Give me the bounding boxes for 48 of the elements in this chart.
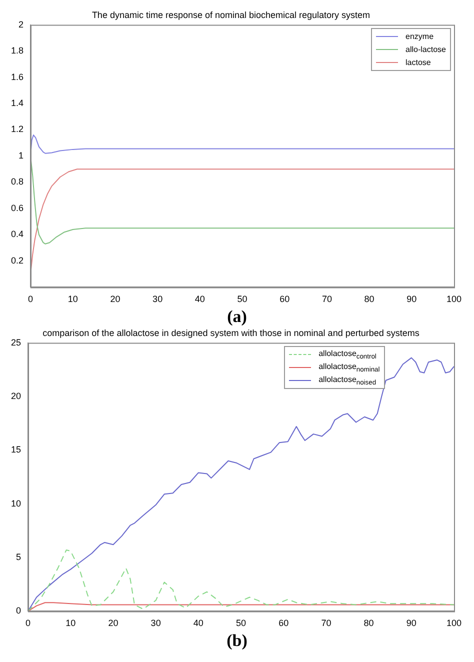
y-tick-label: 5	[16, 552, 22, 562]
x-tick-label: 30	[152, 294, 163, 304]
text: (b)	[226, 631, 248, 650]
x-tick-label: 80	[364, 618, 374, 628]
x-tick-label: 0	[26, 618, 31, 628]
y-tick-label: 25	[10, 337, 22, 348]
x-tick-label: 50	[236, 618, 246, 628]
y-tick-label: 0.2	[10, 255, 24, 266]
text: (a)	[226, 307, 248, 326]
x-tick-label: 70	[321, 618, 332, 628]
x-tick-label: 10	[66, 618, 76, 628]
x-tick-label: 90	[406, 618, 416, 628]
x-tick-label: 20	[108, 618, 118, 628]
y-tick-label: 0.6	[10, 202, 24, 213]
y-tick-label: 1	[18, 150, 24, 160]
y-tick-label: 1.6	[10, 72, 24, 82]
y-tick-label: 15	[10, 444, 22, 455]
legend-label: allo-lactose	[406, 44, 446, 54]
legend-label: allolactose$_{noised}$	[318, 374, 376, 386]
x-tick-label: 100	[446, 294, 462, 304]
legend-label: lactose	[406, 58, 431, 67]
y-tick-label: 1.4	[10, 98, 24, 108]
x-tick-label: 50	[237, 294, 248, 304]
x-tick-label: 40	[193, 618, 204, 628]
x-tick-label: 80	[364, 294, 374, 304]
legend-label: allolactose$_{control}$	[318, 348, 376, 360]
x-tick-label: 0	[28, 294, 34, 304]
chart-title: comparison of the allolactose in designed system with those in nominal and perturbed systems	[42, 328, 420, 338]
y-tick-label: 1.8	[10, 46, 24, 56]
chart-title: The dynamic time response of nominal biochemical regulatory system	[92, 10, 370, 20]
y-tick-label: 0.8	[10, 176, 24, 187]
x-tick-label: 100	[446, 618, 462, 628]
x-tick-label: 60	[280, 294, 290, 304]
x-tick-label: 70	[322, 294, 332, 304]
legend-label: enzyme	[406, 32, 434, 41]
x-tick-label: 10	[68, 294, 78, 304]
y-tick-label: 0	[16, 606, 22, 616]
legend-label: allolactose$_{nominal}$	[318, 362, 380, 374]
x-tick-label: 60	[278, 618, 289, 628]
y-tick-label: 1.2	[10, 124, 24, 134]
x-tick-label: 30	[150, 618, 161, 628]
x-tick-label: 90	[406, 294, 417, 304]
y-tick-label: 0.4	[10, 229, 24, 240]
y-tick-label: 2	[18, 19, 24, 30]
x-tick-label: 20	[110, 294, 120, 304]
y-tick-label: 20	[10, 390, 22, 401]
x-tick-label: 40	[194, 294, 205, 304]
y-tick-label: 10	[10, 498, 22, 508]
